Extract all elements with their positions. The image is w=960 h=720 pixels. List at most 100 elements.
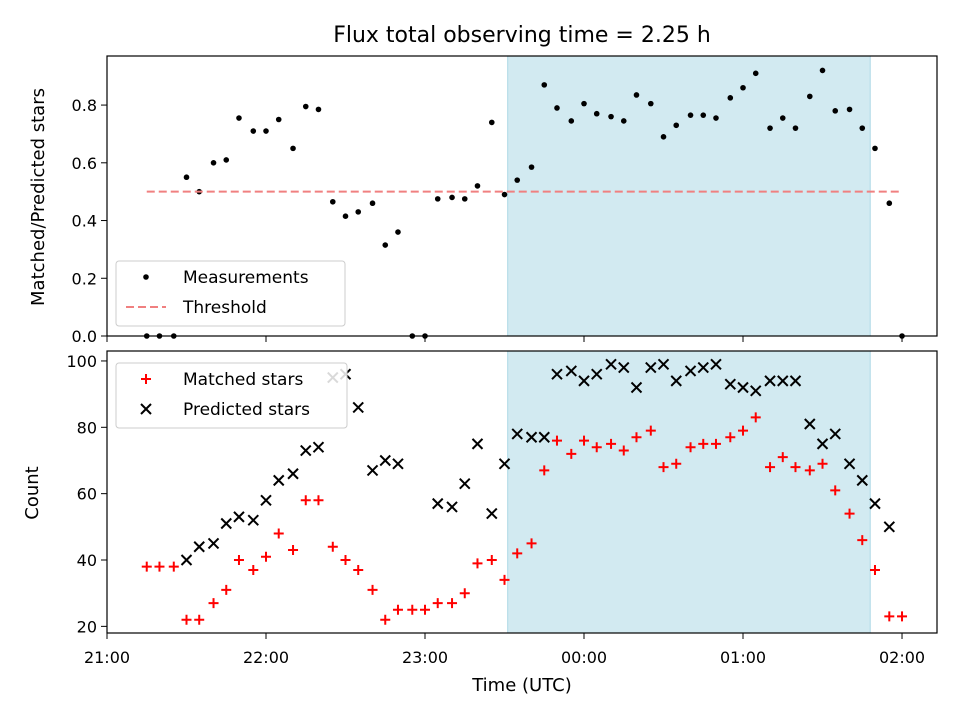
- measurement-point: [806, 93, 813, 100]
- measurement-point: [819, 67, 826, 74]
- predicted-star-point: [737, 381, 749, 394]
- predicted-star-point: [657, 358, 670, 370]
- legend-box: [115, 362, 348, 429]
- y-tick-label: 40: [77, 551, 97, 570]
- matched-star-point: [512, 548, 523, 559]
- matched-star-point: [300, 495, 311, 506]
- measurement-point: [250, 128, 257, 134]
- count-y-axis-label: Count: [22, 466, 43, 519]
- matched-star-point: [897, 611, 908, 622]
- matched-star-point: [353, 564, 364, 575]
- observing-window-shade: [507, 55, 871, 337]
- matched-star-point: [233, 555, 244, 566]
- measurement-point: [342, 213, 349, 220]
- measurement-point: [329, 198, 336, 205]
- matched-star-point: [273, 528, 284, 539]
- matched-star-point: [765, 462, 776, 473]
- measurement-point: [886, 200, 893, 207]
- matched-star-point: [777, 452, 788, 463]
- predicted-star-point: [538, 431, 550, 443]
- legend-marker: [141, 374, 151, 384]
- measurement-point: [752, 70, 759, 77]
- measurement-point: [832, 108, 839, 114]
- matched-star-point: [526, 538, 537, 549]
- measurement-point: [872, 145, 878, 152]
- matched-star-point: [566, 448, 577, 459]
- measurement-point: [581, 100, 587, 107]
- predicted-star-point: [511, 428, 523, 440]
- measurement-point: [700, 112, 707, 118]
- measurement-point: [528, 164, 535, 170]
- x-tick-label: 02:00: [879, 648, 925, 667]
- measurement-point: [434, 196, 441, 202]
- matched-star-point: [208, 598, 219, 609]
- predicted-star-point: [764, 375, 776, 387]
- predicted-star-point: [883, 521, 896, 533]
- measurement-point: [488, 119, 495, 126]
- matched-star-point: [685, 442, 696, 453]
- predicted-star-point: [578, 375, 590, 387]
- matched-star-point: [313, 495, 324, 506]
- measurement-point: [608, 113, 614, 120]
- predicted-star-point: [207, 537, 220, 550]
- matched-star-point: [407, 604, 418, 615]
- measurement-point: [792, 125, 799, 131]
- legend-box: [115, 260, 346, 327]
- predicted-star-point: [856, 474, 868, 487]
- matched-star-point: [618, 445, 629, 456]
- x-tick-label: 23:00: [402, 648, 448, 667]
- predicted-star-point: [843, 458, 856, 470]
- ratio-y-axis-label: Matched/Predicted stars: [28, 88, 49, 306]
- matched-star-point: [645, 425, 656, 436]
- matched-star-point: [288, 545, 299, 556]
- predicted-star-point: [605, 358, 617, 370]
- matched-star-point: [738, 425, 749, 436]
- predicted-star-point: [366, 464, 379, 477]
- predicted-star-point: [789, 375, 802, 387]
- measurement-point: [593, 110, 600, 117]
- predicted-star-point: [220, 517, 232, 530]
- matched-star-point: [698, 438, 709, 449]
- predicted-star-point: [233, 511, 245, 523]
- matched-star-point: [631, 432, 642, 443]
- measurement-point: [660, 134, 667, 140]
- measurement-point: [355, 209, 362, 215]
- legend-label: Predicted stars: [183, 400, 310, 420]
- x-tick-label: 21:00: [84, 648, 130, 667]
- measurement-point: [647, 100, 654, 107]
- predicted-star-point: [551, 368, 563, 380]
- predicted-star-point: [498, 458, 511, 470]
- predicted-star-point: [804, 418, 816, 430]
- predicted-star-point: [247, 514, 259, 526]
- measurement-point: [501, 191, 508, 198]
- legend-label: Threshold: [182, 298, 267, 318]
- x-axis-label: Time (UTC): [471, 675, 572, 696]
- matched-star-point: [857, 535, 868, 546]
- predicted-star-point: [829, 428, 841, 440]
- measurement-point: [369, 200, 376, 207]
- matched-star-point: [432, 598, 443, 609]
- measurement-point: [223, 157, 230, 163]
- y-tick-label: 20: [77, 617, 97, 636]
- matched-star-point: [181, 614, 192, 625]
- predicted-star-point: [697, 361, 709, 374]
- matched-star-point: [869, 564, 880, 575]
- matched-star-point: [606, 438, 617, 449]
- measurement-point: [236, 115, 242, 121]
- predicted-star-point: [710, 358, 722, 370]
- ratio-panel: 0.0 0.2 0.4 0.6 0.8 Measurements Threshold: [72, 55, 938, 346]
- measurement-point: [210, 160, 217, 166]
- predicted-star-point: [432, 497, 444, 510]
- count-panel: 20 40 60 80 100 Matched stars Predicted stars: [66, 350, 938, 639]
- matched-star-point: [472, 558, 483, 569]
- matched-star-point: [725, 432, 736, 443]
- measurement-point: [859, 125, 866, 131]
- legend-marker: [140, 403, 152, 415]
- matched-star-point: [804, 465, 815, 476]
- measurement-point: [687, 112, 694, 118]
- matched-star-point: [671, 458, 682, 469]
- matched-star-point: [844, 508, 855, 519]
- predicted-star-point: [352, 401, 364, 414]
- measurement-point: [514, 177, 521, 183]
